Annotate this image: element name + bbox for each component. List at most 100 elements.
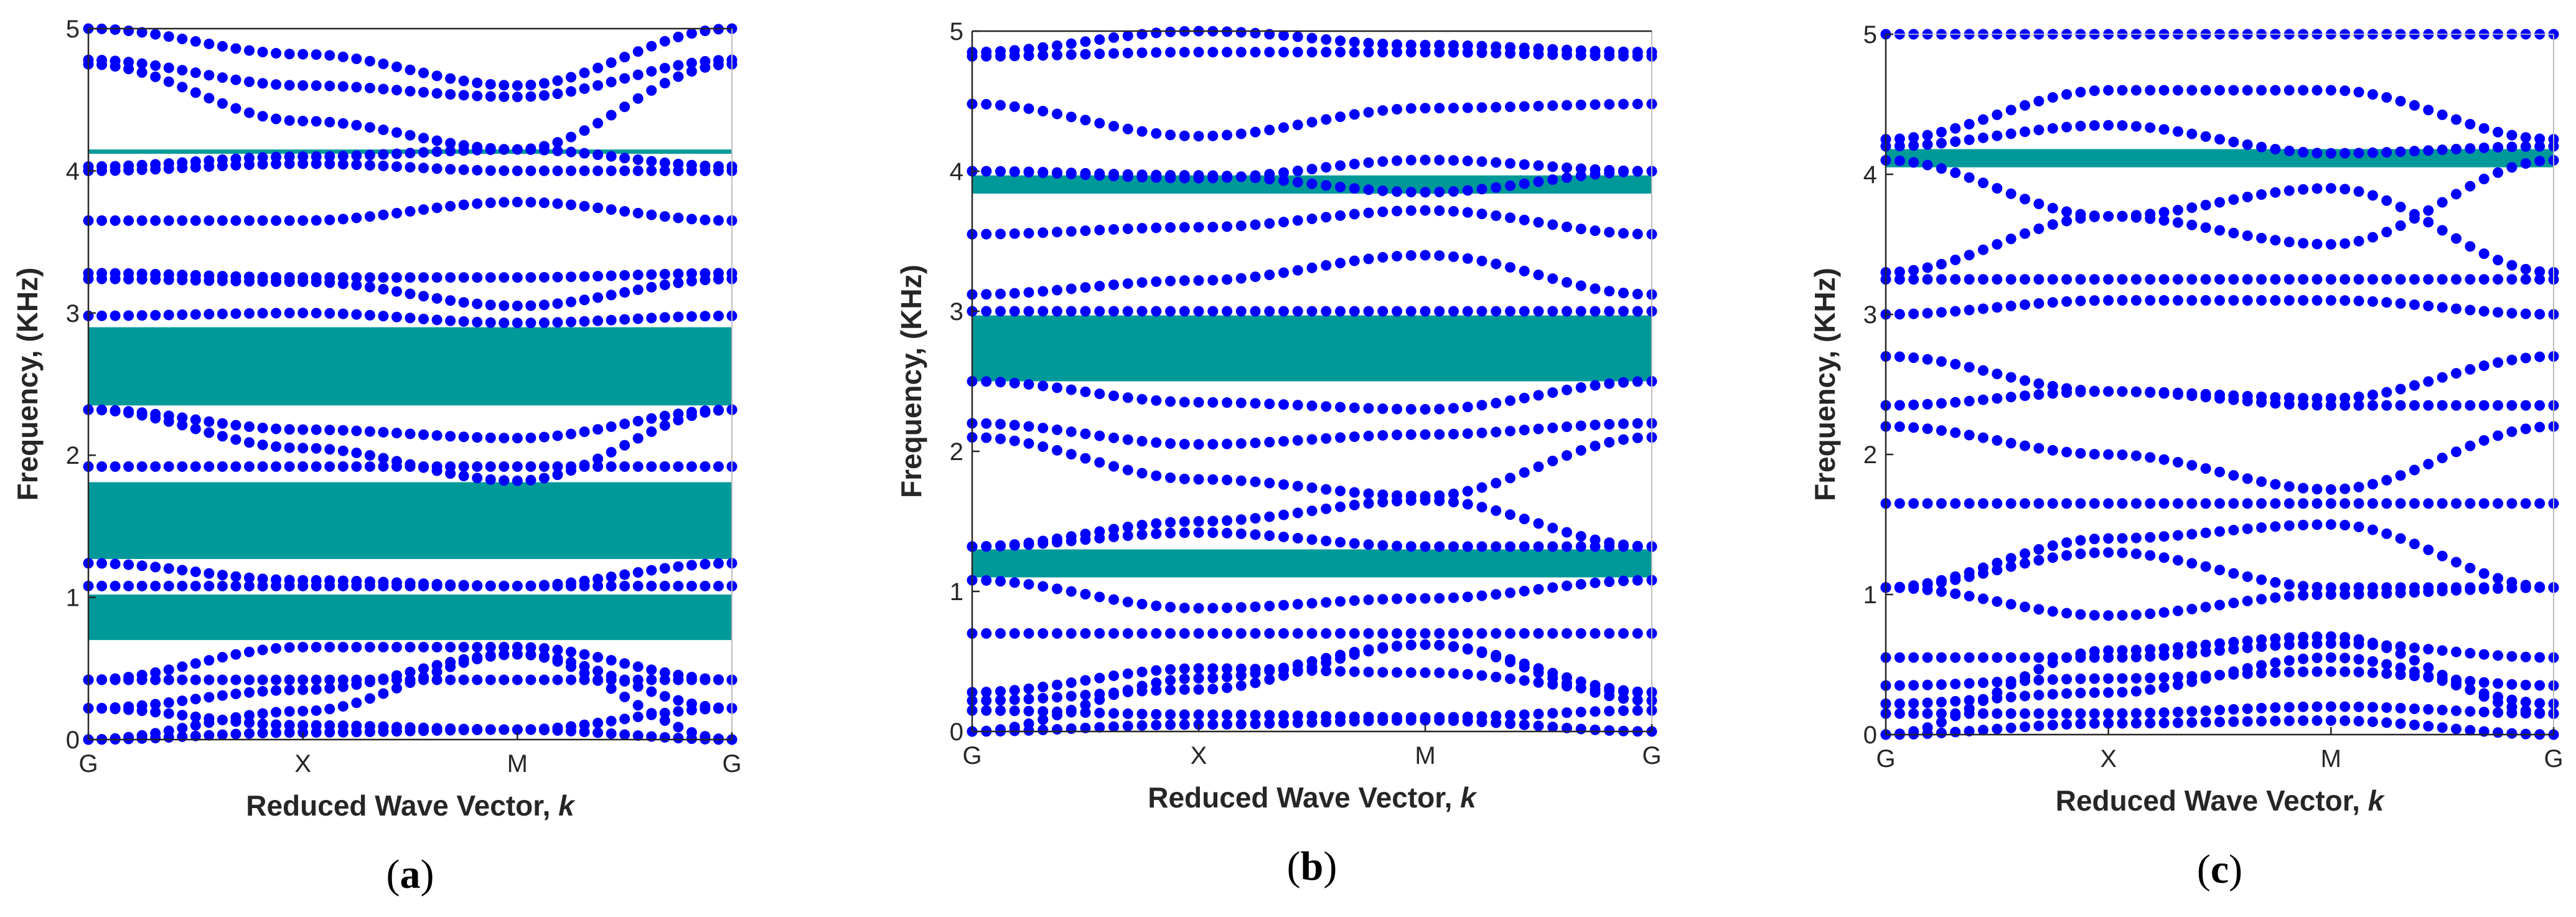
data-point — [96, 580, 108, 591]
data-point — [2020, 722, 2031, 733]
data-point — [2270, 521, 2281, 532]
data-point — [445, 146, 456, 157]
data-point — [2214, 389, 2225, 400]
data-point — [1632, 418, 1643, 429]
data-point — [472, 674, 483, 685]
data-point — [1505, 673, 1515, 684]
data-point — [2409, 538, 2420, 550]
data-point — [646, 708, 657, 719]
data-point — [458, 75, 469, 87]
data-point — [1462, 185, 1473, 196]
data-point — [2437, 673, 2448, 684]
data-point — [1977, 244, 1988, 255]
data-point — [552, 656, 563, 667]
data-point — [1165, 26, 1176, 37]
data-point — [2520, 141, 2531, 152]
data-point — [458, 139, 469, 151]
data-point — [485, 91, 496, 102]
data-point — [2437, 274, 2448, 285]
data-point — [2214, 526, 2225, 537]
data-point — [1632, 432, 1643, 443]
data-point — [1590, 164, 1601, 175]
data-point — [1922, 498, 1933, 509]
data-point — [217, 418, 228, 429]
data-point — [1547, 667, 1558, 679]
data-point — [981, 628, 992, 639]
data-point — [2325, 666, 2336, 677]
data-point — [2451, 723, 2462, 735]
data-point — [2075, 209, 2086, 220]
data-point — [2395, 146, 2406, 158]
data-point — [2325, 295, 2336, 306]
data-point — [1575, 163, 1586, 174]
data-point — [2437, 302, 2448, 313]
data-point — [2381, 297, 2392, 308]
data-point — [2395, 274, 2406, 285]
data-point — [1094, 457, 1105, 468]
data-point — [2465, 675, 2476, 687]
data-point — [2423, 544, 2434, 555]
data-point — [2367, 716, 2378, 727]
data-point — [1618, 165, 1629, 176]
data-point — [1292, 165, 1303, 176]
data-point — [324, 50, 335, 61]
data-point — [1505, 425, 1515, 436]
data-point — [297, 461, 309, 472]
data-point — [2089, 673, 2100, 684]
data-point — [981, 289, 992, 300]
data-point — [1052, 167, 1062, 179]
data-point — [1292, 31, 1303, 42]
data-point — [1575, 682, 1586, 694]
data-point — [378, 161, 389, 172]
data-point — [2493, 727, 2504, 738]
data-point — [1632, 687, 1643, 698]
data-point — [2158, 498, 2170, 509]
data-point — [337, 81, 349, 92]
data-point — [579, 459, 590, 471]
data-point — [1136, 223, 1148, 234]
data-point — [1278, 30, 1289, 41]
data-point — [1349, 109, 1360, 120]
data-point — [230, 153, 241, 164]
data-point — [1922, 578, 1933, 589]
data-point — [1992, 239, 2003, 250]
data-point — [311, 215, 322, 226]
data-point — [472, 164, 483, 176]
data-point — [632, 207, 644, 219]
data-point — [1321, 34, 1332, 45]
data-point — [284, 642, 295, 653]
data-point — [1950, 708, 1961, 719]
data-point — [1122, 720, 1133, 731]
data-point — [1462, 156, 1473, 167]
data-point — [1908, 274, 1919, 285]
data-point — [1604, 46, 1615, 57]
data-point — [1908, 399, 1919, 410]
data-point — [485, 461, 496, 472]
data-point — [1151, 518, 1162, 529]
dispersion-branch — [967, 705, 1657, 723]
data-point — [1165, 172, 1176, 184]
data-point — [1207, 515, 1219, 527]
data-point — [566, 86, 576, 97]
data-point — [1222, 306, 1232, 317]
data-point — [324, 703, 335, 715]
data-point — [1306, 434, 1318, 445]
data-point — [606, 289, 617, 301]
data-point — [230, 434, 241, 445]
data-point — [2353, 148, 2364, 159]
data-point — [1122, 521, 1133, 532]
data-point — [1207, 663, 1219, 674]
data-point — [1193, 306, 1204, 317]
data-point — [2158, 215, 2170, 226]
data-point — [1377, 403, 1389, 415]
data-point — [1894, 309, 1905, 320]
data-point — [2061, 215, 2073, 227]
data-point — [646, 565, 657, 576]
data-point — [1618, 46, 1629, 57]
dispersion-branch — [1880, 638, 2559, 663]
data-point — [257, 708, 268, 719]
data-point — [2256, 593, 2267, 604]
data-point — [2506, 354, 2517, 365]
data-point — [311, 684, 322, 695]
data-point — [512, 272, 523, 283]
